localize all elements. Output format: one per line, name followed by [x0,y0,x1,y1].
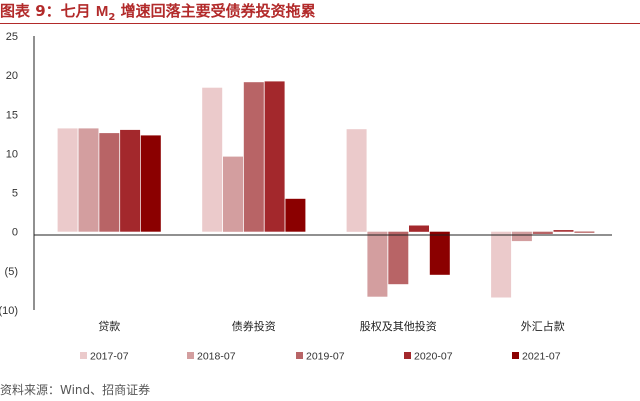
bar [120,129,141,232]
bar [202,87,223,232]
bar [409,225,429,232]
legend-swatch [187,352,194,359]
y-tick-label: 15 [6,109,18,121]
bar [388,231,409,285]
bar [553,230,574,232]
bar [574,231,595,233]
legend-swatch [296,352,303,359]
bar [243,82,264,232]
category-labels: 贷款 债券投资 股权及其他投资 外汇占款 [98,319,565,333]
title-m: M [95,3,109,20]
bar [429,231,450,275]
y-tick-label: (10) [0,305,18,317]
bar [367,231,388,297]
legend-label: 2018-07 [197,351,236,363]
category-label: 股权及其他投资 [360,319,437,333]
y-tick-label: 10 [6,148,18,160]
title-subscript: 2 [108,12,116,23]
legend-swatch [404,352,411,359]
y-tick-label: 5 [12,188,18,200]
legend-swatch [512,352,519,359]
bar [511,231,532,242]
legend-label: 2019-07 [306,351,345,363]
y-tick-label: 20 [6,70,18,82]
bars-group [57,81,595,298]
bar [140,135,161,232]
legend-label: 2017-07 [90,351,129,363]
chart-title: 图表 9：七月 M2 增速回落主要受债券投资拖累 [0,0,640,24]
bar-chart: 25 20 15 10 5 0 (5) (10) 贷款 债券投资 股权及其他投资 外汇占款 2017… [0,31,612,363]
bar [285,198,306,232]
bar [264,81,285,232]
y-tick-labels: 25 20 15 10 5 0 (5) (10) [0,31,18,317]
bar [346,129,367,232]
legend: 2017-07 2018-07 2019-07 2020-07 2021-07 [80,351,561,363]
legend-swatch [80,352,87,359]
bar [57,128,78,232]
bar [491,231,512,298]
category-label: 外汇占款 [521,319,565,333]
category-label: 贷款 [98,319,120,333]
title-prefix: 七月 [60,2,96,20]
bar [78,128,99,232]
title-suffix: 增速回落主要受债券投资拖累 [115,2,316,20]
legend-label: 2020-07 [414,351,453,363]
y-tick-label: 25 [6,31,18,43]
figure-label: 图表 9： [0,2,61,20]
y-tick-label: 0 [12,227,18,239]
source-note: 资料来源：Wind、招商证券 [0,383,151,397]
y-tick-label: (5) [5,266,18,278]
category-label: 债券投资 [232,319,276,333]
legend-label: 2021-07 [522,351,561,363]
bar [223,156,243,232]
bar [532,231,553,234]
bar [99,133,120,232]
